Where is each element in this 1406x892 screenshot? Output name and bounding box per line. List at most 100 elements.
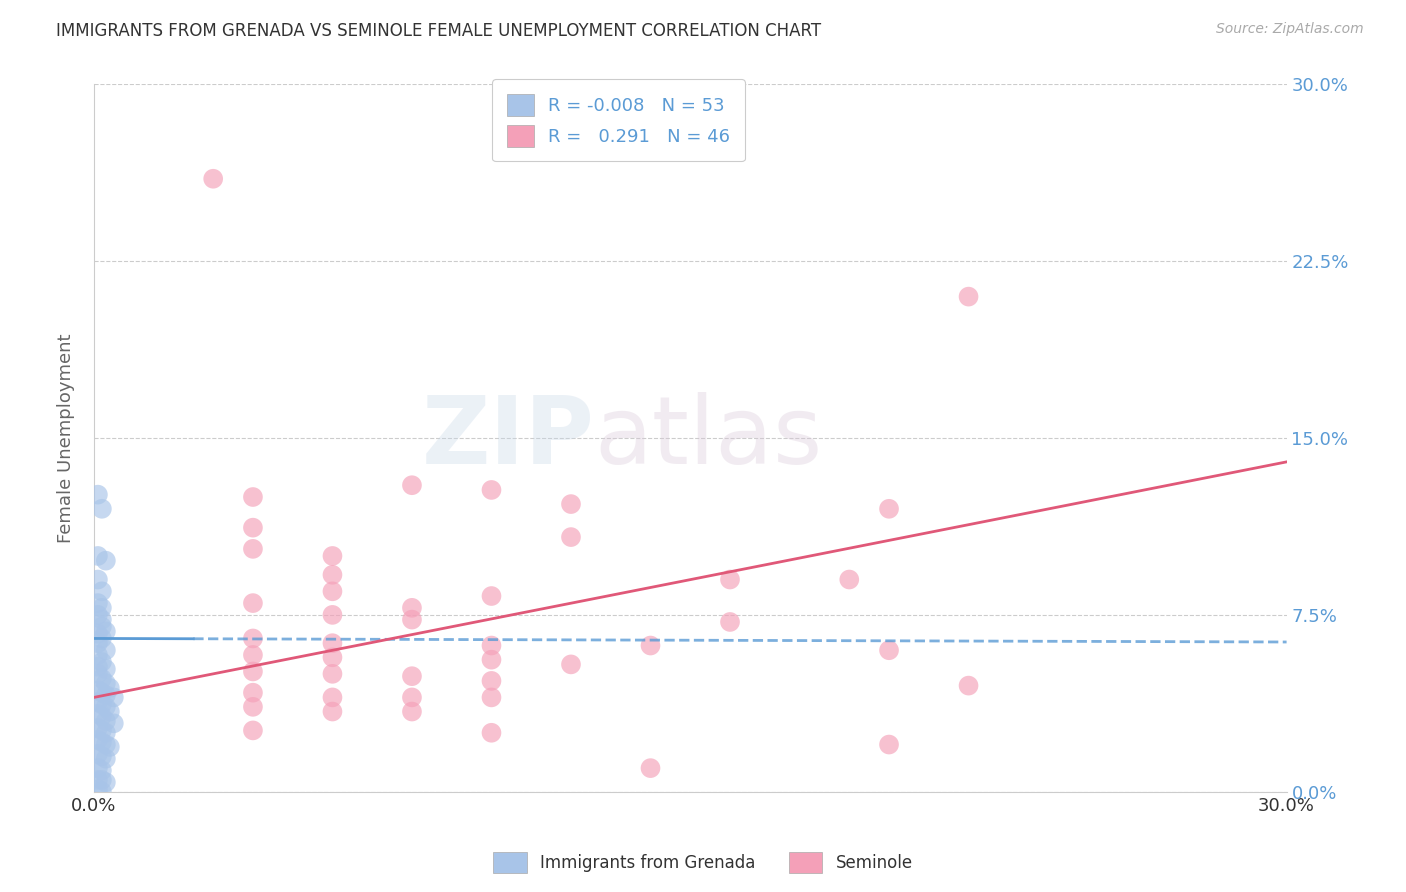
Point bbox=[87, 607, 110, 622]
Point bbox=[90, 672, 112, 686]
Point bbox=[87, 761, 110, 775]
Point bbox=[877, 501, 900, 516]
Point bbox=[838, 573, 860, 587]
Point bbox=[242, 665, 264, 679]
Point bbox=[90, 600, 112, 615]
Point bbox=[90, 749, 112, 764]
Point bbox=[321, 666, 343, 681]
Point bbox=[87, 782, 110, 797]
Point bbox=[103, 690, 125, 705]
Point bbox=[321, 650, 343, 665]
Point bbox=[242, 541, 264, 556]
Point bbox=[242, 596, 264, 610]
Point bbox=[321, 549, 343, 563]
Point bbox=[877, 643, 900, 657]
Point bbox=[90, 613, 112, 627]
Point bbox=[87, 659, 110, 673]
Point bbox=[90, 772, 112, 787]
Point bbox=[640, 639, 662, 653]
Point bbox=[718, 615, 741, 629]
Point bbox=[877, 738, 900, 752]
Point bbox=[90, 501, 112, 516]
Point bbox=[560, 657, 582, 672]
Point bbox=[560, 497, 582, 511]
Point bbox=[94, 624, 117, 639]
Point bbox=[90, 764, 112, 778]
Point bbox=[401, 705, 423, 719]
Text: IMMIGRANTS FROM GRENADA VS SEMINOLE FEMALE UNEMPLOYMENT CORRELATION CHART: IMMIGRANTS FROM GRENADA VS SEMINOLE FEMA… bbox=[56, 22, 821, 40]
Point bbox=[90, 709, 112, 723]
Point bbox=[242, 699, 264, 714]
Point bbox=[94, 752, 117, 766]
Point bbox=[94, 738, 117, 752]
Point bbox=[202, 171, 225, 186]
Point bbox=[103, 716, 125, 731]
Point bbox=[94, 714, 117, 728]
Point bbox=[321, 567, 343, 582]
Point bbox=[87, 721, 110, 735]
Point bbox=[94, 554, 117, 568]
Point bbox=[401, 690, 423, 705]
Point bbox=[718, 573, 741, 587]
Point bbox=[98, 705, 121, 719]
Point bbox=[401, 600, 423, 615]
Point bbox=[87, 683, 110, 698]
Point bbox=[481, 639, 503, 653]
Point bbox=[242, 521, 264, 535]
Point bbox=[87, 626, 110, 640]
Point bbox=[98, 681, 121, 695]
Point bbox=[481, 483, 503, 497]
Point bbox=[87, 747, 110, 761]
Point bbox=[481, 725, 503, 739]
Point bbox=[87, 695, 110, 709]
Text: ZIP: ZIP bbox=[422, 392, 595, 484]
Point bbox=[90, 723, 112, 738]
Point bbox=[87, 648, 110, 662]
Point bbox=[481, 589, 503, 603]
Point bbox=[321, 705, 343, 719]
Point bbox=[481, 653, 503, 667]
Point bbox=[321, 584, 343, 599]
Point bbox=[401, 478, 423, 492]
Point bbox=[87, 488, 110, 502]
Point bbox=[90, 785, 112, 799]
Point bbox=[321, 690, 343, 705]
Point bbox=[94, 725, 117, 739]
Point bbox=[242, 632, 264, 646]
Point bbox=[401, 669, 423, 683]
Point bbox=[90, 735, 112, 749]
Point bbox=[87, 772, 110, 787]
Point bbox=[94, 775, 117, 789]
Point bbox=[481, 673, 503, 688]
Point bbox=[242, 490, 264, 504]
Point bbox=[87, 596, 110, 610]
Point bbox=[87, 549, 110, 563]
Point bbox=[87, 706, 110, 721]
Point bbox=[640, 761, 662, 775]
Point bbox=[94, 699, 117, 714]
Y-axis label: Female Unemployment: Female Unemployment bbox=[58, 334, 75, 543]
Point bbox=[90, 686, 112, 700]
Point bbox=[94, 662, 117, 676]
Legend: R = -0.008   N = 53, R =   0.291   N = 46: R = -0.008 N = 53, R = 0.291 N = 46 bbox=[492, 79, 745, 161]
Point bbox=[90, 655, 112, 669]
Point bbox=[87, 573, 110, 587]
Point bbox=[560, 530, 582, 544]
Text: atlas: atlas bbox=[595, 392, 823, 484]
Point bbox=[321, 607, 343, 622]
Point bbox=[90, 632, 112, 646]
Point bbox=[401, 613, 423, 627]
Point bbox=[87, 666, 110, 681]
Legend: Immigrants from Grenada, Seminole: Immigrants from Grenada, Seminole bbox=[486, 846, 920, 880]
Point bbox=[94, 688, 117, 702]
Point bbox=[90, 620, 112, 634]
Point bbox=[242, 723, 264, 738]
Point bbox=[94, 643, 117, 657]
Text: Source: ZipAtlas.com: Source: ZipAtlas.com bbox=[1216, 22, 1364, 37]
Point bbox=[87, 636, 110, 650]
Point bbox=[90, 698, 112, 712]
Point bbox=[90, 584, 112, 599]
Point bbox=[242, 648, 264, 662]
Point bbox=[481, 690, 503, 705]
Point bbox=[242, 686, 264, 700]
